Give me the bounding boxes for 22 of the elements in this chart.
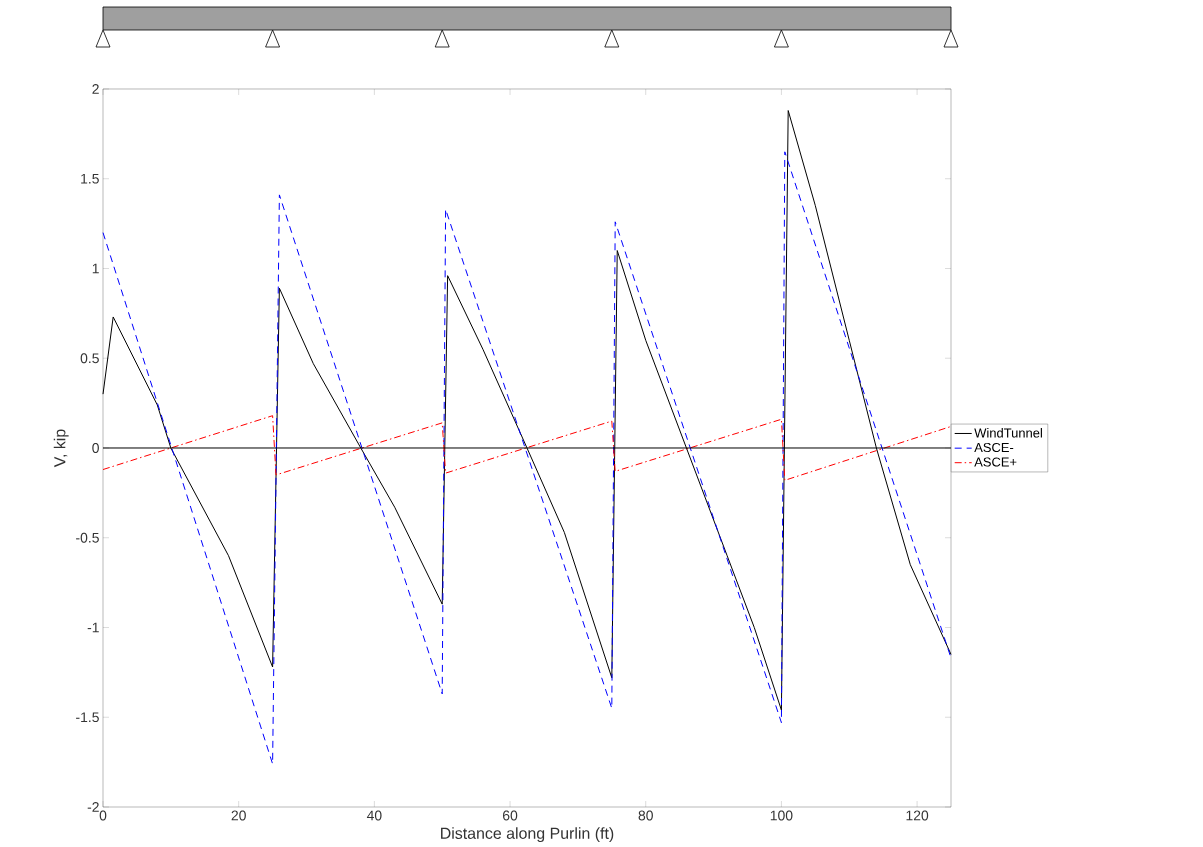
- y-axis-title: V, kip: [53, 429, 69, 468]
- legend-label: WindTunnel: [974, 428, 1042, 438]
- y-tick-label: -1: [87, 622, 99, 633]
- x-axis-title: Distance along Purlin (ft): [441, 827, 614, 843]
- line-series: [102, 415, 952, 481]
- y-tick-label: 1.5: [81, 173, 99, 184]
- x-tick-label: 80: [638, 810, 653, 821]
- x-tick-label: 120: [906, 810, 929, 821]
- y-tick-label: -1.5: [76, 712, 99, 723]
- x-tick-label: 60: [502, 810, 518, 821]
- y-tick-label: 0.5: [80, 353, 99, 364]
- y-tick-label: 1: [92, 263, 99, 274]
- y-tick-label: -2: [87, 802, 99, 812]
- legend-label: ASCE-: [974, 442, 1014, 453]
- y-tick-label: -0.5: [76, 532, 99, 543]
- y-tick-label: 2: [92, 84, 99, 94]
- y-tick-label: 0: [92, 443, 99, 453]
- legend-label: ASCE+: [974, 457, 1017, 467]
- x-tick-label: 100: [770, 810, 793, 821]
- x-tick-label: 0: [99, 810, 107, 821]
- x-tick-label: 40: [366, 810, 382, 821]
- x-tick-label: 20: [231, 810, 246, 821]
